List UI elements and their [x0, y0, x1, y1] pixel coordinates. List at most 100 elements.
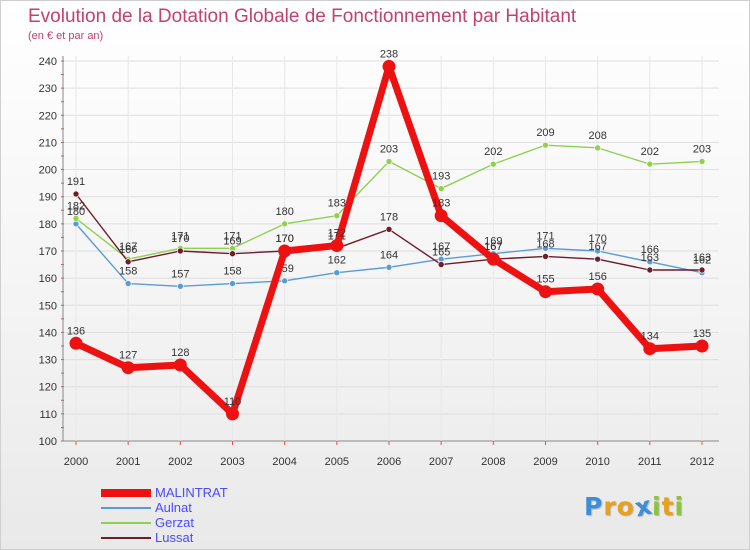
- data-label-aulnat: 169: [484, 236, 502, 248]
- data-label-malintrat: 110: [224, 396, 242, 408]
- data-point-aulnat: [229, 280, 236, 287]
- logo-letter: o: [616, 492, 635, 521]
- data-label-malintrat: 183: [432, 198, 450, 210]
- data-point-aulnat: [281, 277, 288, 285]
- data-label-lussat: 168: [536, 238, 554, 250]
- data-label-gerzat: 203: [693, 143, 711, 155]
- data-point-gerzat: [698, 158, 706, 165]
- y-tick-label: 210: [39, 137, 57, 149]
- data-label-gerzat: 203: [380, 143, 398, 155]
- data-point-lussat: [385, 225, 393, 233]
- data-point-aulnat: [124, 280, 132, 287]
- data-point-aulnat: [177, 282, 184, 290]
- logo-letter: i: [652, 492, 662, 521]
- data-point-aulnat: [542, 244, 549, 252]
- data-label-malintrat: 238: [380, 48, 398, 60]
- data-label-aulnat: 167: [432, 241, 450, 253]
- data-label-malintrat: 136: [67, 325, 85, 337]
- data-label-gerzat: 167: [119, 241, 137, 253]
- data-point-aulnat: [646, 258, 654, 266]
- x-tick-label: 2011: [638, 456, 662, 468]
- data-point-malintrat: [278, 244, 292, 258]
- data-label-aulnat: 171: [536, 230, 554, 242]
- data-point-gerzat: [385, 158, 393, 165]
- x-tick-label: 2007: [429, 456, 453, 468]
- x-tick-label: 2000: [64, 456, 88, 468]
- chart-subtitle: (en € et par an): [28, 30, 104, 42]
- data-point-malintrat: [382, 59, 396, 73]
- logo-letter: i: [674, 492, 685, 521]
- data-label-malintrat: 170: [275, 233, 293, 245]
- y-tick-label: 140: [39, 327, 57, 339]
- data-label-aulnat: 158: [119, 266, 137, 278]
- data-point-malintrat: [173, 358, 187, 372]
- data-point-gerzat: [72, 215, 80, 222]
- data-point-malintrat: [121, 361, 135, 375]
- data-point-lussat: [437, 261, 445, 268]
- data-point-gerzat: [594, 144, 601, 152]
- x-tick-label: 2010: [585, 456, 609, 468]
- data-label-aulnat: 180: [67, 206, 85, 218]
- data-label-malintrat: 172: [328, 228, 346, 240]
- x-tick-label: 2003: [220, 456, 244, 468]
- y-tick-label: 230: [39, 83, 57, 95]
- data-label-malintrat: 156: [588, 271, 606, 283]
- data-point-malintrat: [226, 407, 239, 421]
- y-tick-label: 160: [39, 273, 57, 285]
- data-label-malintrat: 134: [641, 331, 659, 343]
- y-tick-label: 220: [39, 110, 57, 122]
- legend-item-malintrat: MALINTRAT: [101, 485, 301, 500]
- y-tick-label: 200: [39, 165, 57, 177]
- legend-swatch: [101, 522, 151, 524]
- logo-letter: r: [603, 492, 617, 521]
- data-label-gerzat: 182: [67, 200, 85, 212]
- data-point-gerzat: [437, 185, 445, 192]
- x-tick-label: 2002: [168, 456, 192, 468]
- data-label-lussat: 191: [67, 176, 85, 188]
- legend-label: Lussat: [155, 530, 194, 545]
- data-point-malintrat: [695, 339, 709, 353]
- data-label-aulnat: 157: [171, 268, 189, 280]
- data-point-aulnat: [594, 247, 601, 255]
- data-label-gerzat: 208: [588, 130, 606, 142]
- legend-swatch: [101, 489, 151, 497]
- data-label-lussat: 165: [432, 247, 450, 259]
- data-point-malintrat: [69, 336, 83, 350]
- data-point-lussat: [124, 258, 132, 266]
- data-label-aulnat: 162: [693, 255, 711, 267]
- data-label-malintrat: 155: [536, 274, 554, 286]
- x-tick-label: 2005: [325, 456, 349, 468]
- data-label-lussat: 167: [588, 241, 606, 253]
- data-label-aulnat: 162: [328, 255, 346, 267]
- data-point-aulnat: [333, 269, 341, 277]
- y-tick-label: 240: [39, 56, 57, 68]
- legend-item-aulnat: Aulnat: [101, 500, 301, 515]
- legend-label: MALINTRAT: [155, 485, 228, 500]
- logo-letter: t: [661, 492, 675, 521]
- data-label-aulnat: 164: [380, 249, 398, 261]
- y-tick-label: 170: [39, 246, 57, 258]
- data-label-gerzat: 171: [223, 230, 241, 242]
- data-point-lussat: [229, 250, 236, 258]
- data-label-lussat: 166: [119, 244, 137, 256]
- chart-title: Evolution de la Dotation Globale de Fonc…: [28, 6, 577, 27]
- logo-letter: P: [584, 492, 604, 521]
- data-point-malintrat: [434, 209, 448, 223]
- x-tick-label: 2012: [690, 456, 714, 468]
- data-label-malintrat: 127: [119, 350, 137, 362]
- data-label-malintrat: 167: [484, 241, 502, 253]
- data-point-malintrat: [643, 342, 657, 356]
- y-tick-label: 130: [39, 355, 57, 367]
- y-tick-label: 190: [39, 192, 57, 204]
- data-label-gerzat: 183: [328, 198, 346, 210]
- data-point-aulnat: [72, 220, 80, 228]
- data-label-aulnat: 166: [641, 244, 659, 256]
- y-tick-label: 150: [39, 300, 57, 312]
- y-tick-label: 100: [39, 436, 57, 448]
- data-label-aulnat: 158: [223, 266, 241, 278]
- data-label-gerzat: 209: [536, 127, 554, 139]
- data-point-lussat: [646, 266, 654, 274]
- y-tick-label: 120: [39, 382, 57, 394]
- legend-item-lussat: Lussat: [101, 530, 301, 545]
